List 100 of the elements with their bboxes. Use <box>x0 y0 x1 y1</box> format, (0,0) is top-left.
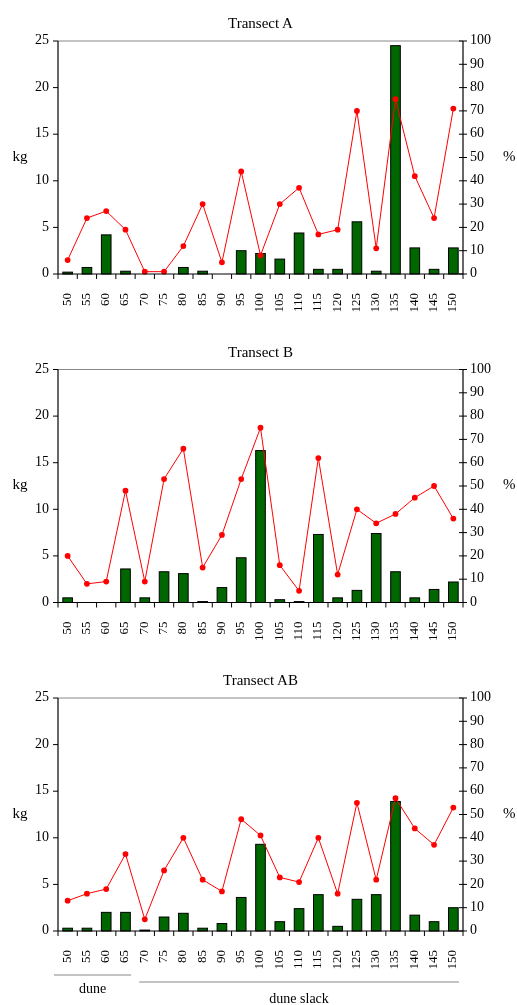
y-tick-label: 5 <box>42 875 49 891</box>
y2-tick-label: 30 <box>470 523 484 539</box>
x-tick-label: 130 <box>367 621 383 641</box>
x-tick-label: 55 <box>77 950 93 963</box>
y2-tick-label: 50 <box>470 477 484 493</box>
y2-tick-label: 70 <box>470 759 484 775</box>
y-tick-label: 0 <box>42 265 49 281</box>
y2-tick-label: 70 <box>470 102 484 118</box>
y2-tick-label: 70 <box>470 430 484 446</box>
y2-tick-label: 10 <box>470 241 484 257</box>
x-tick-label: 150 <box>444 621 460 641</box>
x-tick-label: 135 <box>386 950 402 970</box>
y-tick-label: 20 <box>35 78 49 94</box>
y-axis-title: kg <box>12 147 28 164</box>
y-tick-label: 25 <box>35 689 49 705</box>
y-tick-label: 10 <box>35 172 49 188</box>
y-tick-label: 20 <box>35 407 49 423</box>
y-tick-label: 25 <box>35 360 49 376</box>
x-tick-label: 75 <box>155 950 171 963</box>
x-tick-label: 145 <box>425 621 441 641</box>
y2-tick-label: 80 <box>470 735 484 751</box>
text: dune <box>78 981 107 996</box>
y2-tick-label: 50 <box>470 148 484 164</box>
x-tick-label: 65 <box>116 293 132 306</box>
y2-tick-label: 30 <box>470 195 484 211</box>
x-tick-label: 135 <box>386 621 402 641</box>
x-tick-label: 105 <box>270 293 286 313</box>
x-tick-label: 100 <box>251 621 267 641</box>
x-tick-label: 60 <box>97 950 113 963</box>
y2-tick-label: 90 <box>470 712 484 728</box>
x-tick-label: 75 <box>155 293 171 306</box>
y2-tick-label: 0 <box>470 265 477 281</box>
y-tick-label: 10 <box>35 829 49 845</box>
x-tick-label: 120 <box>328 293 344 313</box>
y2-tick-label: 0 <box>470 593 477 609</box>
x-tick-label: 105 <box>270 621 286 641</box>
x-tick-label: 115 <box>309 621 325 641</box>
chart-title: Transect B <box>228 343 293 360</box>
y2-axis-title: % <box>503 147 516 164</box>
x-tick-label: 115 <box>309 293 325 313</box>
x-tick-label: 55 <box>77 293 93 306</box>
y2-tick-label: 10 <box>470 898 484 914</box>
x-tick-label: 55 <box>77 621 93 635</box>
x-tick-label: 85 <box>193 293 209 306</box>
y-tick-label: 0 <box>42 593 49 609</box>
y2-axis-title: % <box>503 804 516 821</box>
x-tick-label: 110 <box>290 621 306 641</box>
x-tick-label: 65 <box>116 950 132 963</box>
y2-tick-label: 60 <box>470 782 484 798</box>
y-tick-label: 5 <box>42 218 49 234</box>
x-tick-label: 90 <box>212 621 228 635</box>
x-tick-label: 95 <box>232 621 248 635</box>
x-tick-label: 135 <box>386 293 402 313</box>
y2-tick-label: 40 <box>470 829 484 845</box>
x-tick-label: 120 <box>328 621 344 641</box>
y-tick-label: 20 <box>35 735 49 751</box>
y2-tick-label: 20 <box>470 547 484 563</box>
x-tick-label: 150 <box>444 950 460 970</box>
x-tick-label: 100 <box>251 950 267 970</box>
y2-tick-label: 30 <box>470 852 484 868</box>
x-tick-label: 80 <box>174 293 190 306</box>
y-tick-label: 25 <box>35 32 49 48</box>
x-tick-label: 90 <box>212 950 228 963</box>
x-tick-label: 85 <box>193 621 209 635</box>
x-tick-label: 105 <box>270 950 286 970</box>
chart-title: Transect A <box>228 15 294 31</box>
x-tick-label: 50 <box>58 950 74 963</box>
x-tick-label: 130 <box>367 293 383 313</box>
y2-tick-label: 80 <box>470 78 484 94</box>
x-tick-label: 75 <box>155 621 171 635</box>
y2-tick-label: 60 <box>470 125 484 141</box>
y2-tick-label: 50 <box>470 805 484 821</box>
x-tick-label: 145 <box>425 950 441 970</box>
x-tick-label: 50 <box>58 293 74 306</box>
y-tick-label: 10 <box>35 500 49 516</box>
text: dune slack <box>269 991 329 1005</box>
y2-tick-label: 100 <box>470 32 491 48</box>
y2-tick-label: 10 <box>470 570 484 586</box>
y2-tick-label: 40 <box>470 500 484 516</box>
x-tick-label: 80 <box>174 950 190 963</box>
x-tick-label: 60 <box>97 621 113 635</box>
x-tick-label: 150 <box>444 293 460 313</box>
y2-tick-label: 90 <box>470 384 484 400</box>
y-tick-label: 15 <box>35 782 49 798</box>
y2-tick-label: 20 <box>470 875 484 891</box>
x-tick-label: 140 <box>405 621 421 641</box>
x-tick-label: 95 <box>232 950 248 963</box>
x-tick-label: 90 <box>212 293 228 306</box>
x-tick-label: 70 <box>135 621 151 635</box>
y2-tick-label: 100 <box>470 689 491 705</box>
x-tick-label: 80 <box>174 621 190 635</box>
x-tick-label: 70 <box>135 950 151 963</box>
x-tick-label: 145 <box>425 293 441 313</box>
y2-axis-title: % <box>503 476 516 493</box>
chart-title: Transect AB <box>223 672 298 688</box>
y2-tick-label: 0 <box>470 922 477 938</box>
y-axis-title: kg <box>12 804 28 821</box>
x-tick-label: 120 <box>328 950 344 970</box>
x-tick-label: 65 <box>116 621 132 635</box>
x-tick-label: 125 <box>347 621 363 641</box>
